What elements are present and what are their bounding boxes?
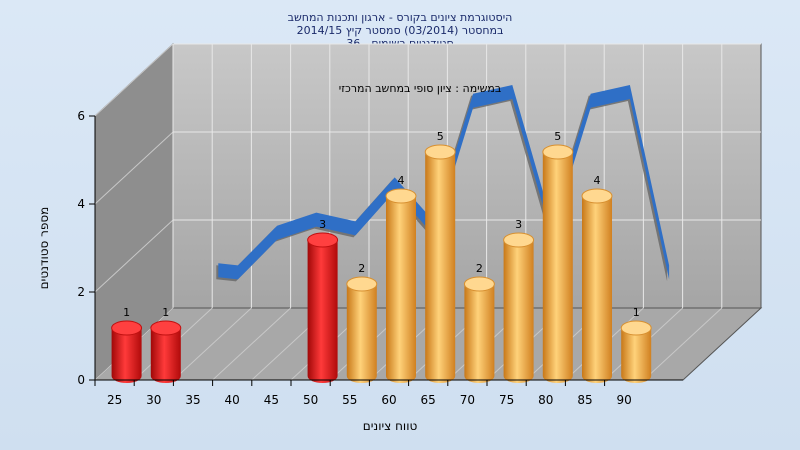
- y-axis-label: מספר סטודנטים: [37, 207, 51, 290]
- bar-cap: [307, 232, 339, 248]
- bar-body: [464, 284, 495, 383]
- x-tick-label: 60: [381, 393, 396, 407]
- bar-value-label: 4: [594, 174, 601, 187]
- bar-body: [150, 328, 181, 383]
- bar-body: [621, 328, 652, 383]
- bar-cap: [111, 320, 143, 336]
- chart-subtitle: במשימה : ציון סופי במחשב המרכזי: [339, 82, 502, 95]
- x-tick-label: 50: [303, 393, 318, 407]
- bar-value-label: 5: [437, 130, 444, 143]
- bar-50: 3: [307, 218, 339, 383]
- bar-cap: [424, 144, 456, 160]
- x-tick-label: 90: [617, 393, 632, 407]
- bar-cap: [581, 188, 613, 204]
- bar-75: 3: [503, 218, 535, 383]
- bar-value-label: 1: [123, 306, 130, 319]
- y-tick-label: 0: [77, 373, 85, 387]
- chart-title-line-1: היסטוגרמת ציונים בקורס - ארגון ותכנות המ…: [287, 11, 513, 24]
- x-tick-label: 65: [421, 393, 436, 407]
- bar-cap: [620, 320, 652, 336]
- bar-body: [307, 240, 338, 383]
- x-tick-label: 25: [107, 393, 122, 407]
- gridline-side: [94, 131, 174, 205]
- bar-cap: [385, 188, 417, 204]
- bar-30: 1: [150, 306, 182, 383]
- x-tick-label: 85: [577, 393, 592, 407]
- bar-body: [542, 152, 573, 383]
- x-tick-label: 45: [264, 393, 279, 407]
- bar-80: 5: [542, 130, 574, 383]
- back-wall: [172, 43, 762, 309]
- bar-body: [346, 284, 377, 383]
- gridline-floor: [173, 307, 252, 381]
- bar-value-label: 5: [554, 130, 561, 143]
- bar-value-label: 3: [319, 218, 326, 231]
- bar-body: [386, 196, 416, 383]
- bar-cap: [346, 276, 378, 292]
- gridline-floor: [212, 307, 291, 381]
- bar-value-label: 1: [162, 306, 169, 319]
- x-tick-label: 30: [146, 393, 161, 407]
- y-tick-label: 2: [77, 285, 85, 299]
- x-tick-label: 80: [538, 393, 553, 407]
- bar-65: 5: [424, 130, 456, 383]
- bar-85: 4: [581, 174, 613, 383]
- x-tick-label: 35: [185, 393, 200, 407]
- bar-70: 2: [463, 262, 495, 383]
- bar-body: [425, 152, 456, 383]
- x-tick-label: 55: [342, 393, 357, 407]
- bar-25: 1: [111, 306, 143, 383]
- bar-body: [111, 328, 142, 383]
- bar-cap: [463, 276, 495, 292]
- x-tick-label: 40: [225, 393, 240, 407]
- bar-value-label: 4: [398, 174, 405, 187]
- bar-55: 2: [346, 262, 378, 383]
- y-tick-label: 6: [77, 109, 85, 123]
- bar-value-label: 3: [515, 218, 522, 231]
- gridline-floor: [643, 307, 723, 381]
- bar-60: 4: [385, 174, 417, 383]
- gridline-side: [94, 219, 174, 293]
- gridline-side: [94, 43, 174, 117]
- x-tick-label: 70: [460, 393, 475, 407]
- bar-body: [582, 196, 612, 383]
- bar-cap: [503, 232, 535, 248]
- y-tick-label: 4: [77, 197, 85, 211]
- x-tick-label: 75: [499, 393, 514, 407]
- bar-value-label: 1: [633, 306, 640, 319]
- x-axis-label: טווח ציונים: [363, 419, 418, 433]
- bar-cap: [542, 144, 574, 160]
- bar-body: [503, 240, 534, 383]
- bar-cap: [150, 320, 182, 336]
- chart-title-line-2: במחסטר (03/2014) סמסטר קיץ 2014/15: [296, 24, 504, 37]
- bar-90: 1: [620, 306, 652, 383]
- bar-value-label: 2: [358, 262, 365, 275]
- bar-value-label: 2: [476, 262, 483, 275]
